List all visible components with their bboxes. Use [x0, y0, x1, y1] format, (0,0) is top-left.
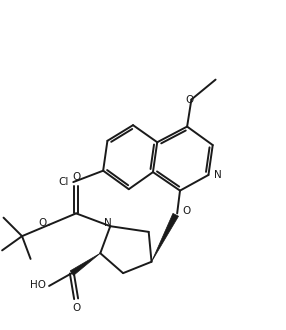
Polygon shape — [152, 214, 178, 262]
Text: O: O — [73, 303, 81, 313]
Text: HO: HO — [30, 280, 46, 289]
Text: N: N — [214, 170, 221, 180]
Polygon shape — [70, 253, 100, 276]
Text: Cl: Cl — [59, 177, 69, 187]
Text: O: O — [182, 206, 190, 216]
Text: O: O — [39, 218, 47, 228]
Text: O: O — [186, 94, 194, 105]
Text: N: N — [104, 218, 111, 228]
Text: O: O — [72, 172, 80, 182]
